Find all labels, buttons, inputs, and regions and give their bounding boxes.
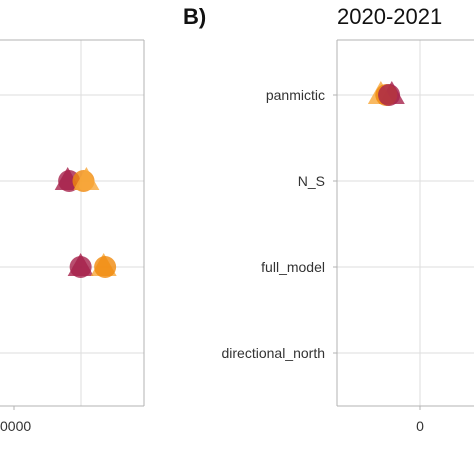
panel-a-points	[54, 167, 117, 278]
panel-a-point-full-model-circle-7	[94, 256, 117, 278]
panel-b-point-panmictic-circle-3	[378, 84, 401, 106]
panel-a-xtick-label: 0000	[0, 418, 31, 434]
panel-b-ylabel-n-s: N_S	[298, 173, 325, 189]
panel-b-ylabel-directional-north: directional_north	[221, 345, 325, 361]
panel-b-ylabel-full-model: full_model	[261, 259, 325, 275]
panel-a-plot: 0000	[0, 39, 145, 434]
panel-b-ylabel-panmictic: panmictic	[266, 87, 325, 103]
panel-b-letter: B)	[183, 4, 206, 29]
panel-b-xtick-label: 0	[416, 418, 424, 434]
panel-b-plot: panmictic N_S full_model directional_nor…	[221, 39, 474, 434]
panel-b-points	[367, 81, 405, 106]
panel-a-point-n-s-triangle-3	[73, 167, 100, 190]
panel-b-title: 2020-2021	[337, 4, 442, 29]
panel-a-point-full-model-circle-5	[69, 256, 92, 278]
